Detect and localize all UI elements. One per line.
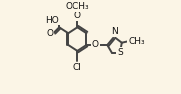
Text: O: O — [46, 29, 53, 38]
Text: Cl: Cl — [73, 63, 82, 72]
Text: CH₃: CH₃ — [128, 37, 145, 46]
Text: O: O — [74, 11, 81, 20]
Text: N: N — [111, 27, 117, 36]
Text: O: O — [92, 41, 99, 50]
Text: S: S — [117, 48, 123, 57]
Text: HO: HO — [45, 16, 59, 25]
Text: OCH₃: OCH₃ — [66, 2, 89, 11]
